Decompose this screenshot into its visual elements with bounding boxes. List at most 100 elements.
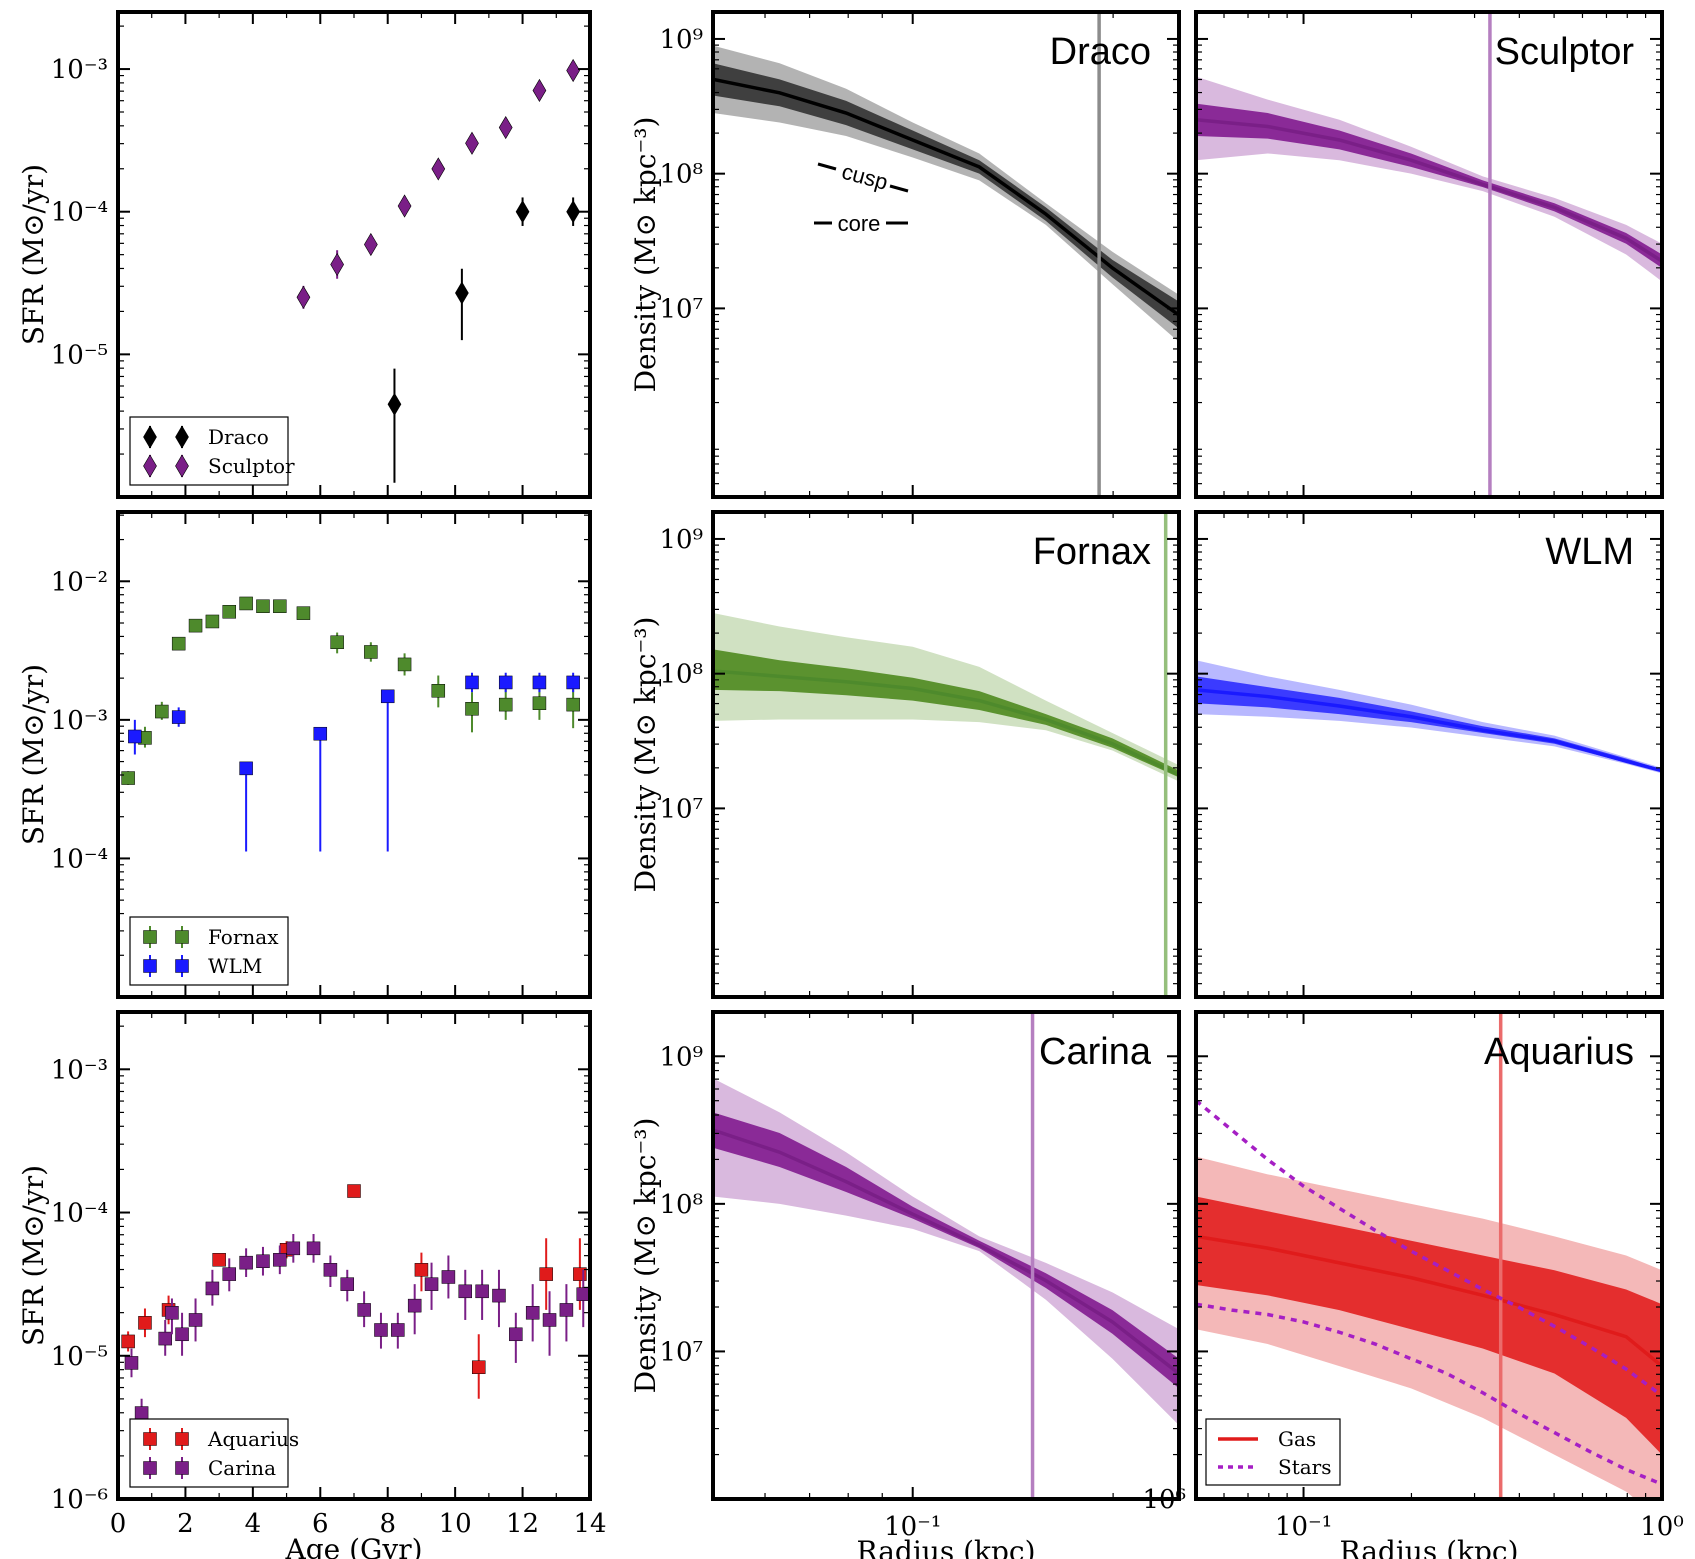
panel-title: Carina [1039,1031,1152,1073]
legend-box [129,416,289,486]
legend-marker [175,425,189,449]
wlm-point [239,761,253,776]
stars-profile-line [1196,1099,1662,1398]
y-tick-label: 10⁻² [51,567,108,597]
sculptor-point [465,131,479,155]
legend-marker [143,1432,157,1446]
carina-point [492,1288,506,1303]
sculptor-point [364,232,378,257]
draco-point [566,200,580,224]
y-axis-label: SFR (M⊙/yr) [17,164,50,345]
carina-point [188,1313,203,1327]
aquarius-point [121,1334,135,1349]
x-tick-label: 0 [110,1509,127,1539]
y-axis-label: Density (M⊙ kpc⁻³) [629,117,662,393]
sfr_top-legend: Draco Sculptor [129,416,295,486]
sfr_top-panel: 10⁻⁵ 10⁻⁴ 10⁻³ SFR (M⊙/yr) Draco Sculptor [17,10,592,499]
dens_aquarius-plot-area [1196,1012,1662,1499]
y-tick-label: 10⁹ [659,25,703,55]
x-tick-label: 10⁻¹ [884,1512,941,1542]
carina-point [124,1356,139,1370]
fornax-point [465,702,479,716]
carina-point [340,1277,355,1291]
dens_fornax-panel: 10⁷ 10⁸ 10⁹ Fornax Density (M⊙ kpc⁻³) [629,510,1181,999]
sculptor-point [532,78,547,103]
inner-confidence-band [1196,676,1662,773]
cusp-label: cusp [839,159,890,195]
sfr_mid-legend: Fornax WLM [129,916,289,986]
median-profile-line [713,669,1179,777]
dens_aquarius-panel: 10⁶ 10⁻¹ 10⁰ Aquarius Radius (kpc) Gas Stars [1142,1010,1684,1559]
carina-point [509,1327,523,1342]
dens_wlm-frame [1194,510,1664,999]
y-tick-label: 10⁸ [659,160,703,190]
sfr_mid-frame [116,510,592,999]
fornax-point [364,645,378,659]
wlm-point [313,726,328,741]
carina-point [559,1303,574,1317]
fornax-point [222,605,237,619]
dens_fornax-frame [711,510,1181,999]
carina-point [576,1287,591,1301]
wlm-point [498,675,513,690]
median-profile-line [1196,688,1662,773]
fornax-point [431,684,446,698]
outer-confidence-band [713,1078,1179,1426]
median-profile-line [1196,1234,1662,1368]
aquarius-point [212,1253,226,1267]
carina-point [458,1284,473,1299]
fornax-point [205,614,220,629]
y-tick-label: 10⁻³ [51,1055,108,1085]
legend-marker [175,1461,189,1475]
carina-point [374,1323,388,1337]
y-axis-label: SFR (M⊙/yr) [17,1165,50,1346]
sfr_top-frame [116,10,592,499]
legend-box [1205,1418,1341,1486]
x-tick-label: 14 [573,1509,606,1539]
dens_draco-panel: 10⁷ 10⁸ 10⁹ Draco Density (M⊙ kpc⁻³) cusp core [629,10,1181,499]
carina-point [222,1267,237,1281]
y-tick-label: 10⁷ [659,794,703,824]
fornax-point [532,696,547,710]
y-tick-label: 10⁹ [659,1042,703,1072]
carina-point [424,1277,439,1291]
inner-confidence-band [1196,103,1662,268]
legend-label: Aquarius [207,1427,299,1451]
aquarius-point [138,1316,152,1330]
sfr_bot-legend: Aquarius Carina [129,1418,299,1488]
dens_draco-frame [711,10,1181,499]
carina-point [391,1323,405,1337]
carina-point [175,1327,189,1342]
draco-point [515,200,530,224]
legend-box [129,1418,289,1488]
dens_carina-plot-area [713,1012,1179,1499]
fornax-point [171,636,186,651]
panel-title: Aquarius [1484,1031,1634,1073]
y-axis-label: Density (M⊙ kpc⁻³) [629,617,662,893]
aquarius-point [414,1263,429,1277]
dens_sculptor-frame [1194,10,1664,499]
y-tick-label: 10⁻³ [51,55,108,85]
legend-label: Sculptor [208,454,295,478]
x-tick-label: 12 [506,1509,539,1539]
legend-label: WLM [208,954,262,978]
legend-marker [175,959,189,973]
fornax-point [273,599,287,613]
fornax-point [155,704,169,719]
inner-confidence-band [1196,1196,1662,1455]
legend-label: Gas [1278,1427,1316,1451]
dens_sculptor-plot-area [1196,12,1662,497]
y-tick-label: 10⁸ [659,1190,703,1220]
y-tick-label: 10⁸ [659,660,703,690]
x-tick-label: 6 [312,1509,329,1539]
legend-marker [175,930,189,944]
carina-point [134,1406,149,1420]
cusp-slope-mark [817,162,837,171]
x-tick-label: 10 [439,1509,472,1539]
aquarius-point [471,1360,486,1374]
x-axis-label: Radius (kpc) [856,1535,1035,1559]
carina-point [357,1303,371,1317]
dens_wlm-panel: WLM [1194,510,1664,999]
carina-point [323,1263,338,1277]
